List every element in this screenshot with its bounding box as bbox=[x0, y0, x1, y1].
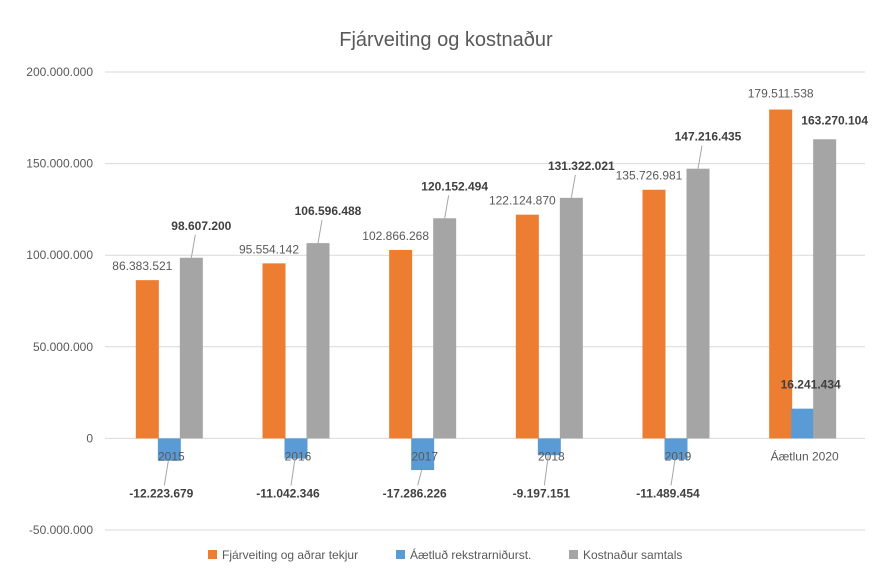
bar-fjarveiting bbox=[262, 263, 286, 439]
data-label: 122.124.870 bbox=[489, 194, 556, 208]
data-label: 106.596.488 bbox=[295, 204, 362, 218]
bar-fjarveiting bbox=[135, 280, 159, 439]
bar-rekstrarnidurst bbox=[411, 438, 435, 471]
label-leader-line bbox=[697, 145, 703, 169]
bar-kostnadur bbox=[433, 218, 457, 439]
bar-fjarveiting bbox=[642, 189, 666, 439]
data-label: -12.223.679 bbox=[129, 486, 193, 500]
data-label: 95.554.142 bbox=[239, 242, 299, 256]
data-label: 131.322.021 bbox=[548, 159, 615, 173]
data-labels: 86.383.521 -12.223.679 98.607.200 95.554.14… bbox=[112, 87, 868, 501]
label-leader-line bbox=[543, 455, 549, 486]
data-label: 16.241.434 bbox=[781, 378, 841, 392]
x-axis-categories: 2015 2016 2017 2018 2019 Áætlun 2020 bbox=[158, 448, 839, 463]
y-tick-label: 0 bbox=[86, 431, 93, 445]
label-leader-line bbox=[670, 459, 676, 486]
data-label: 163.270.104 bbox=[801, 113, 868, 127]
chart-title: Fjárveiting og kostnaður bbox=[339, 29, 553, 51]
bar-kostnadur bbox=[179, 257, 203, 439]
legend-label: Kostnaður samtals bbox=[583, 548, 682, 562]
y-tick-label: 150.000.000 bbox=[26, 157, 93, 171]
legend-swatch bbox=[208, 550, 217, 559]
bar-kostnadur bbox=[686, 168, 710, 439]
bar-rekstrarnidurst bbox=[284, 438, 308, 459]
label-leader-line bbox=[417, 469, 423, 486]
label-leader-line bbox=[190, 234, 196, 258]
x-category-label: 2018 bbox=[538, 449, 565, 463]
y-axis: 200.000.000 150.000.000 100.000.000 50.000.… bbox=[26, 65, 93, 537]
gridlines bbox=[105, 71, 865, 531]
x-category-label: 2015 bbox=[158, 449, 185, 463]
x-category-label: 2019 bbox=[665, 449, 692, 463]
y-tick-label: 200.000.000 bbox=[26, 65, 93, 79]
bar-fjarveiting bbox=[769, 109, 793, 439]
legend-label: Fjárveiting og aðrar tekjur bbox=[222, 548, 358, 562]
data-label: 102.866.268 bbox=[362, 229, 429, 243]
x-category-label: Áætlun 2020 bbox=[771, 448, 839, 463]
bar-rekstrarnidurst bbox=[664, 438, 688, 460]
data-label: -11.042.346 bbox=[256, 486, 320, 500]
label-leader-line bbox=[290, 458, 296, 486]
bar-rekstrarnidurst bbox=[791, 408, 815, 439]
bar-rekstrarnidurst bbox=[537, 438, 561, 456]
data-label: 147.216.435 bbox=[675, 130, 742, 144]
legend: Fjárveiting og aðrar tekjur Áætluð rekstr… bbox=[208, 547, 682, 562]
data-label: 120.152.494 bbox=[421, 179, 488, 193]
y-tick-label: -50.000.000 bbox=[29, 523, 93, 537]
bars bbox=[135, 109, 837, 471]
data-label: 98.607.200 bbox=[171, 219, 231, 233]
data-label: 179.511.538 bbox=[748, 87, 814, 101]
bar-rekstrarnidurst bbox=[157, 438, 181, 461]
data-label: 135.726.981 bbox=[616, 169, 683, 183]
label-leader-line bbox=[444, 195, 450, 219]
label-leader-line bbox=[317, 220, 323, 244]
bar-fjarveiting bbox=[515, 214, 539, 439]
bar-fjarveiting bbox=[389, 249, 413, 439]
label-leader-line bbox=[163, 460, 169, 486]
data-label: -9.197.151 bbox=[513, 486, 571, 500]
y-tick-label: 50.000.000 bbox=[33, 340, 93, 354]
bar-kostnadur bbox=[559, 197, 583, 439]
data-label: 86.383.521 bbox=[112, 259, 172, 273]
label-leader-line bbox=[570, 174, 576, 198]
bar-kostnadur bbox=[813, 139, 837, 439]
legend-label: Áætluð rekstrarniðurst. bbox=[410, 547, 531, 562]
x-category-label: 2017 bbox=[411, 449, 438, 463]
bar-kostnadur bbox=[306, 243, 330, 439]
y-tick-label: 100.000.000 bbox=[26, 248, 93, 262]
legend-swatch bbox=[569, 550, 578, 559]
x-category-label: 2016 bbox=[285, 449, 312, 463]
data-label: -17.286.226 bbox=[383, 486, 447, 500]
data-label: -11.489.454 bbox=[636, 486, 700, 500]
legend-swatch bbox=[396, 550, 405, 559]
